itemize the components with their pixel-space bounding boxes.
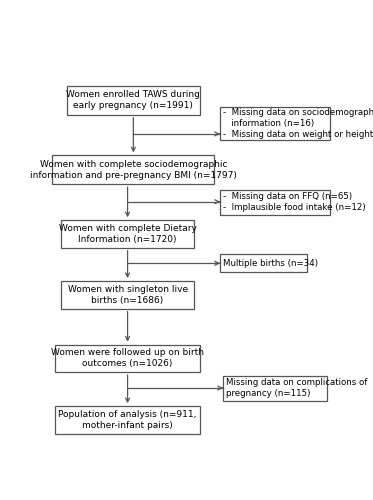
FancyBboxPatch shape	[220, 106, 330, 140]
Text: Women were followed up on birth
outcomes (n=1026): Women were followed up on birth outcomes…	[51, 348, 204, 368]
FancyBboxPatch shape	[220, 254, 307, 272]
FancyBboxPatch shape	[220, 190, 330, 215]
FancyBboxPatch shape	[61, 220, 194, 248]
Text: Missing data on complications of
pregnancy (n=115): Missing data on complications of pregnan…	[226, 378, 367, 398]
Text: Women enrolled TAWS during
early pregnancy (n=1991): Women enrolled TAWS during early pregnan…	[66, 90, 200, 110]
Text: -  Missing data on sociodemographic
   information (n=16)
-  Missing data on wei: - Missing data on sociodemographic infor…	[223, 108, 373, 139]
Text: Women with singleton live
births (n=1686): Women with singleton live births (n=1686…	[68, 285, 188, 305]
Text: Population of analysis (n=911,
mother-infant pairs): Population of analysis (n=911, mother-in…	[59, 410, 197, 430]
FancyBboxPatch shape	[61, 281, 194, 308]
Text: Multiple births (n=34): Multiple births (n=34)	[223, 259, 318, 268]
FancyBboxPatch shape	[55, 406, 200, 434]
FancyBboxPatch shape	[52, 156, 214, 184]
Text: Women with complete Dietary
Information (n=1720): Women with complete Dietary Information …	[59, 224, 197, 244]
FancyBboxPatch shape	[223, 376, 327, 400]
Text: Women with complete sociodemographic
information and pre-pregnancy BMI (n=1797): Women with complete sociodemographic inf…	[30, 160, 237, 180]
FancyBboxPatch shape	[55, 344, 200, 372]
Text: -  Missing data on FFQ (n=65)
-  Implausible food intake (n=12): - Missing data on FFQ (n=65) - Implausib…	[223, 192, 366, 212]
FancyBboxPatch shape	[67, 86, 200, 115]
